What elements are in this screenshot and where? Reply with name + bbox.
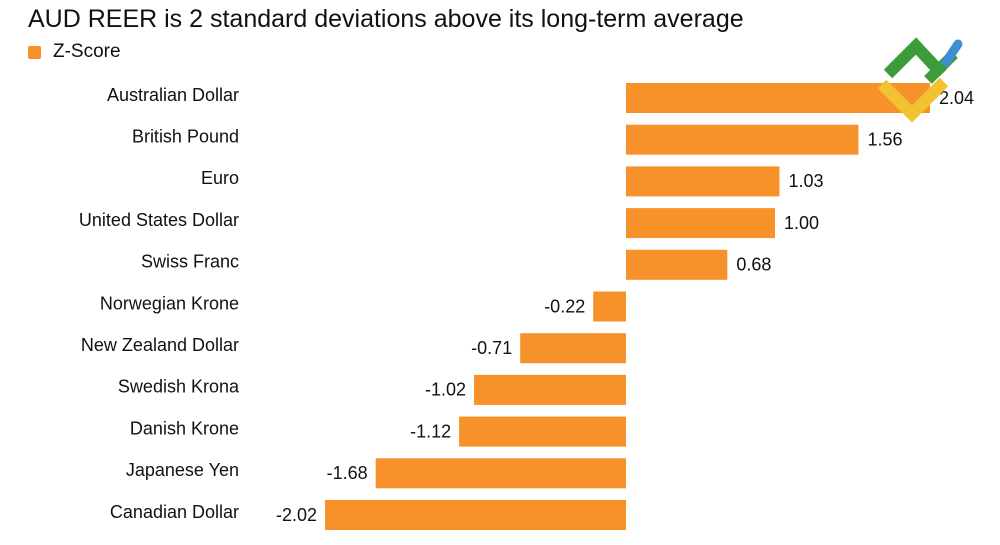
category-label: Canadian Dollar: [110, 502, 239, 522]
bars-group: [325, 83, 930, 530]
data-label: 1.00: [784, 213, 819, 233]
data-label: -2.02: [276, 505, 317, 525]
category-label: Australian Dollar: [107, 85, 239, 105]
data-label: -0.22: [544, 296, 585, 316]
bar-swiss-franc: [626, 249, 728, 280]
data-label: 2.04: [939, 88, 974, 108]
bar-new-zealand-dollar: [520, 333, 626, 364]
data-label: -1.12: [410, 421, 451, 441]
category-label: Swiss Franc: [141, 252, 239, 272]
legend: Z-Score: [28, 40, 121, 64]
data-label: 0.68: [736, 255, 771, 275]
category-label: New Zealand Dollar: [81, 335, 239, 355]
bar-british-pound: [626, 124, 859, 155]
category-label: Japanese Yen: [126, 460, 239, 480]
data-label: -1.02: [425, 380, 466, 400]
bar-norwegian-krone: [593, 291, 626, 322]
category-label: Norwegian Krone: [100, 293, 239, 313]
bar-euro: [626, 166, 780, 197]
legend-swatch-z-score: [28, 45, 41, 59]
labels-group: Australian Dollar 2.04 British Pound 1.56 Eu…: [79, 85, 974, 525]
brand-logo-icon: [877, 37, 963, 123]
category-label: United States Dollar: [79, 210, 239, 230]
bar-united-states-dollar: [626, 208, 775, 239]
data-label: 1.56: [867, 129, 902, 149]
bar-danish-krone: [459, 416, 626, 447]
category-label: British Pound: [132, 126, 239, 146]
bar-swedish-krona: [474, 374, 626, 405]
category-label: Swedish Krona: [118, 377, 240, 397]
category-label: Euro: [201, 168, 239, 188]
category-label: Danish Krone: [130, 418, 239, 438]
bar-japanese-yen: [375, 458, 626, 489]
data-label: -0.71: [471, 338, 512, 358]
legend-label-z-score: Z-Score: [53, 41, 121, 62]
chart-title: AUD REER is 2 standard deviations above …: [28, 5, 744, 33]
data-label: 1.03: [788, 171, 823, 191]
data-label: -1.68: [327, 463, 368, 483]
bar-canadian-dollar: [325, 500, 626, 530]
